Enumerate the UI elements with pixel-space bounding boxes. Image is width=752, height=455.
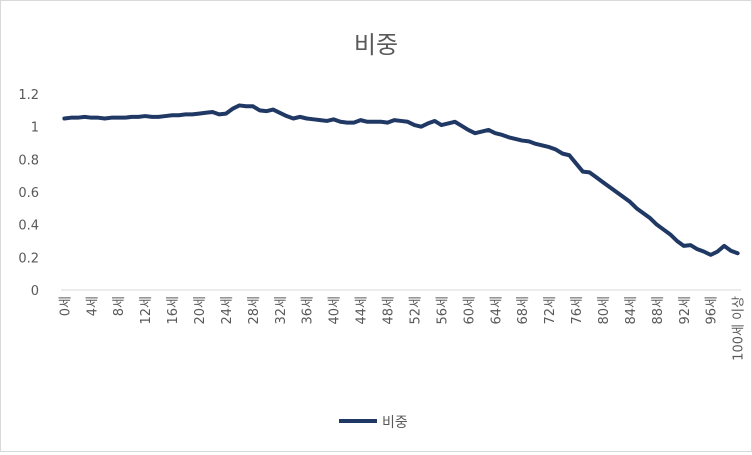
- x-tick-label: 4세: [85, 296, 100, 316]
- x-tick-label: 92세: [678, 296, 693, 325]
- x-tick-label: 20세: [193, 296, 208, 325]
- y-tick-label: 0.8: [18, 153, 39, 168]
- chart-title: 비중: [354, 31, 398, 59]
- y-tick-label: 0.6: [18, 186, 39, 201]
- x-tick-label: 64세: [489, 296, 504, 325]
- x-tick-label: 0세: [58, 296, 73, 316]
- y-tick-label: 0.4: [18, 219, 39, 234]
- x-tick-label: 52세: [408, 296, 423, 325]
- x-tick-label: 48세: [382, 296, 397, 325]
- series-layer: [62, 103, 740, 257]
- y-tick-label: 0.2: [18, 251, 39, 266]
- x-tick-label: 40세: [328, 296, 343, 325]
- x-tick-label: 84세: [624, 296, 639, 325]
- x-tick-label: 60세: [462, 296, 477, 325]
- legend-label: 비중: [382, 415, 408, 431]
- y-tick-label: 1.2: [18, 88, 39, 103]
- y-tick-label: 0: [31, 284, 39, 299]
- series-line: [62, 103, 740, 257]
- x-tick-label: 44세: [355, 296, 370, 325]
- x-tick-label: 24세: [220, 296, 235, 325]
- y-tick-label: 1: [31, 121, 39, 136]
- x-tick-label: 76세: [570, 296, 585, 325]
- x-tick-label: 88세: [651, 296, 666, 325]
- x-axis: 0세 4세 8세 12세 16세 20세 24세 28세 32세 36세 40세 44세 48세 52세 5…: [58, 289, 747, 361]
- x-tick-label: 96세: [705, 296, 720, 325]
- x-tick-label: 28세: [247, 296, 262, 325]
- x-tick-label: 32세: [274, 296, 289, 325]
- x-tick-label: 100세 이상: [732, 296, 747, 361]
- x-tick-label: 56세: [435, 296, 450, 325]
- y-axis: 0 0.2 0.4 0.6 0.8 1 1.2: [18, 88, 39, 299]
- x-tick-label: 80세: [597, 296, 612, 325]
- x-tick-label: 72세: [543, 296, 558, 325]
- x-tick-label: 68세: [516, 296, 531, 325]
- legend: 비중: [339, 415, 408, 431]
- x-tick-label: 12세: [139, 296, 154, 325]
- x-tick-label: 8세: [112, 296, 127, 316]
- x-tick-label: 36세: [301, 296, 316, 325]
- x-tick-label: 16세: [166, 296, 181, 325]
